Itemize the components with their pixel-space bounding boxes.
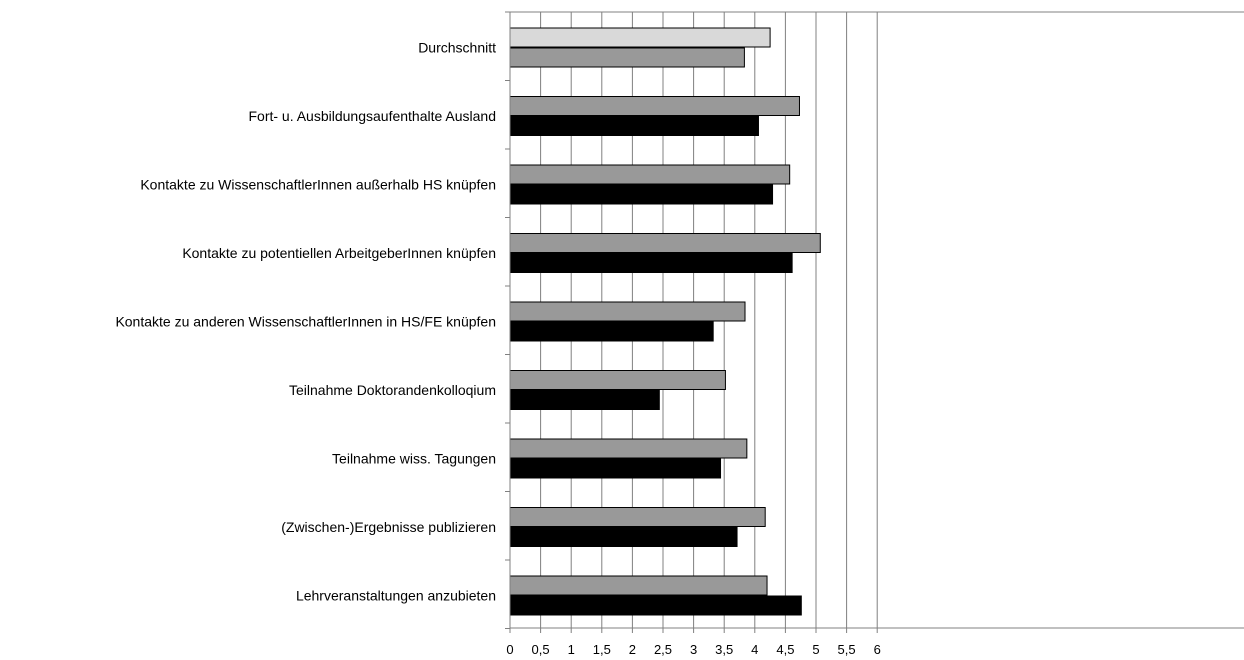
bar-series-2: [509, 390, 660, 410]
x-tick-label: 4,5: [776, 642, 794, 657]
category-label: (Zwischen-)Ergebnisse publizieren: [281, 519, 496, 535]
bar-series-1: [509, 438, 748, 459]
x-tick-label: 3,5: [715, 642, 733, 657]
axes: [505, 11, 1244, 633]
x-tick-label: 2: [629, 642, 636, 657]
category-label: Durchschnitt: [418, 40, 496, 56]
bar-series-1: [509, 164, 791, 185]
bar-series-2: [509, 595, 802, 616]
category-label: Kontakte zu WissenschaftlerInnen außerha…: [140, 177, 496, 193]
bar-series-2: [509, 47, 745, 68]
x-tick-label: 3: [690, 642, 697, 657]
bar-series-2: [509, 253, 793, 273]
bar-series-1: [509, 27, 771, 48]
category-label: Kontakte zu potentiellen ArbeitgeberInne…: [182, 245, 496, 261]
bar-series-2: [509, 321, 714, 342]
tick-labels: 0 0,5 1 1,5 2 2,5 3 3,5 4 4,5 5 5,5 6: [506, 642, 880, 657]
bar-series-1: [509, 96, 800, 116]
category-label: Teilnahme Doktorandenkolloqium: [289, 382, 496, 398]
x-tick-label: 0,5: [532, 642, 550, 657]
bar-series-1: [509, 233, 821, 253]
x-tick-label: 2,5: [654, 642, 672, 657]
category-label: Lehrveranstaltungen anzubieten: [296, 588, 496, 604]
category-label: Teilnahme wiss. Tagungen: [332, 451, 496, 467]
bar-series-2: [509, 116, 759, 136]
category-labels: Durchschnitt Fort- u. Ausbildungsaufentha…: [115, 40, 496, 604]
bar-series-2: [509, 184, 774, 205]
bar-series-2: [509, 458, 722, 479]
x-tick-label: 5: [812, 642, 819, 657]
category-label: Fort- u. Ausbildungsaufenthalte Ausland: [248, 108, 496, 124]
category-label: Kontakte zu anderen WissenschaftlerInnen…: [115, 314, 496, 330]
x-tick-label: 0: [506, 642, 513, 657]
bar-series-1: [509, 575, 768, 596]
x-tick-label: 4: [751, 642, 758, 657]
bar-series-2: [509, 527, 738, 547]
bars: [509, 27, 821, 616]
x-tick-label: 1,5: [593, 642, 611, 657]
bar-series-1: [509, 301, 746, 322]
x-tick-label: 5,5: [838, 642, 856, 657]
x-tick-label: 1: [568, 642, 575, 657]
bar-series-1: [509, 370, 726, 390]
x-tick-label: 6: [874, 642, 881, 657]
bar-series-1: [509, 507, 766, 527]
